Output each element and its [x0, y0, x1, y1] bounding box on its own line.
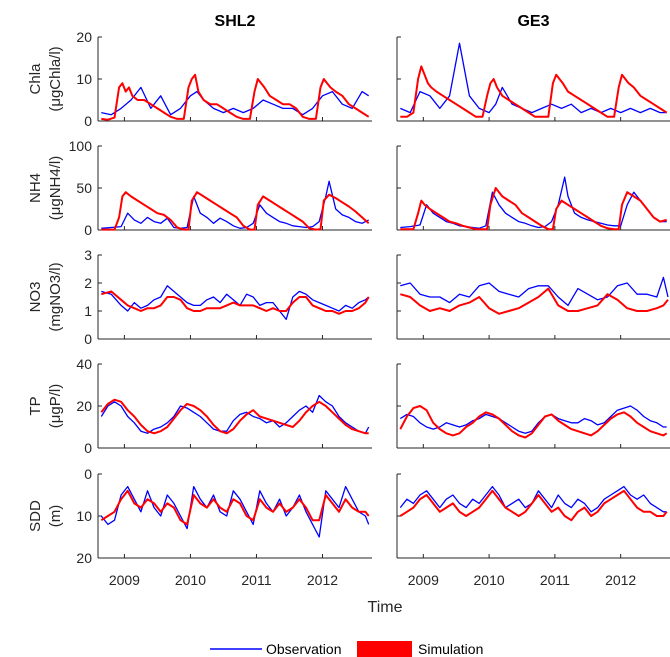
y-tick-label: 2	[84, 275, 92, 291]
series-observation-chla-shl2	[101, 86, 370, 116]
y-tick-label: 40	[76, 356, 92, 372]
x-tick-label: 2011	[540, 572, 570, 588]
y-label-tp: TP	[27, 396, 44, 415]
y-unit-no3: (mgNO3/l)	[47, 262, 64, 331]
panel-sdd-shl2: 0 10 20	[76, 466, 372, 566]
panel-tp-shl2: 0 20 40	[76, 356, 372, 456]
panel-nh4-shl2: 0 50 100	[69, 138, 372, 238]
y-label-nh4: NH4	[27, 173, 44, 203]
series-simulation-nh4-ge3	[400, 187, 667, 231]
y-tick-label: 1	[84, 303, 92, 319]
y-tick-label: 20	[76, 550, 92, 566]
y-tick-label: 3	[84, 247, 92, 263]
panel-nh4-ge3	[396, 145, 670, 231]
y-tick-label: 0	[84, 331, 92, 347]
x-tick-label: 2010	[175, 572, 206, 588]
y-tick-label: 0	[84, 222, 92, 238]
series-observation-sdd-shl2	[100, 485, 370, 538]
series-simulation-sdd-shl2	[100, 489, 370, 526]
series-observation-sdd-ge3	[399, 485, 667, 513]
panel-tp-ge3	[396, 363, 670, 449]
series-simulation-chla-ge3	[400, 65, 668, 118]
x-tick-label: 2009	[109, 572, 140, 588]
series-observation-chla-ge3	[400, 42, 667, 114]
series-observation-no3-ge3	[400, 276, 669, 307]
y-tick-label: 50	[76, 180, 92, 196]
y-label-chla: Chla	[27, 63, 44, 95]
panel-chla-shl2: 0 10 20	[76, 29, 372, 129]
legend: Observation Simulation	[210, 641, 483, 657]
legend-simulation-swatch	[357, 641, 412, 657]
y-unit-chla: (μgChla/l)	[47, 46, 64, 111]
x-tick-label: 2011	[241, 572, 271, 588]
y-tick-label: 20	[76, 29, 92, 45]
series-observation-nh4-shl2	[101, 180, 369, 229]
series-simulation-tp-shl2	[100, 398, 369, 435]
y-tick-label: 20	[76, 398, 92, 414]
series-simulation-chla-shl2	[101, 73, 370, 121]
series-simulation-tp-ge3	[399, 405, 668, 439]
legend-observation-label: Observation	[266, 641, 341, 657]
y-label-no3: NO3	[27, 282, 44, 313]
y-tick-label: 0	[84, 466, 92, 482]
x-tick-label: 2012	[605, 572, 636, 588]
x-tick-label: 2010	[474, 572, 505, 588]
y-tick-label: 100	[69, 138, 93, 154]
panel-no3-ge3	[396, 254, 670, 340]
series-observation-tp-shl2	[100, 394, 370, 434]
y-tick-label: 0	[84, 440, 92, 456]
y-unit-nh4: (μgNH4/l)	[47, 156, 64, 220]
y-tick-label: 0	[84, 113, 92, 129]
legend-simulation-label: Simulation	[418, 641, 483, 657]
x-tick-label: 2012	[307, 572, 338, 588]
y-unit-tp: (μgP/l)	[47, 384, 64, 428]
x-axis-label: Time	[368, 599, 403, 616]
series-observation-tp-ge3	[399, 405, 667, 434]
series-simulation-no3-shl2	[101, 290, 370, 315]
y-tick-label: 10	[76, 71, 92, 87]
series-simulation-no3-ge3	[400, 287, 669, 315]
panel-chla-ge3	[396, 36, 670, 122]
x-tick-label: 2009	[408, 572, 439, 588]
y-tick-label: 10	[76, 508, 92, 524]
panel-sdd-ge3	[396, 473, 670, 559]
y-unit-sdd: (m)	[47, 505, 64, 528]
panel-no3-shl2: 0 1 2 3	[84, 247, 372, 347]
column-title-ge3: GE3	[517, 13, 549, 30]
series-simulation-nh4-shl2	[101, 191, 370, 231]
y-label-sdd: SDD	[27, 500, 44, 532]
column-title-shl2: SHL2	[215, 13, 256, 30]
series-simulation-sdd-ge3	[399, 489, 668, 522]
